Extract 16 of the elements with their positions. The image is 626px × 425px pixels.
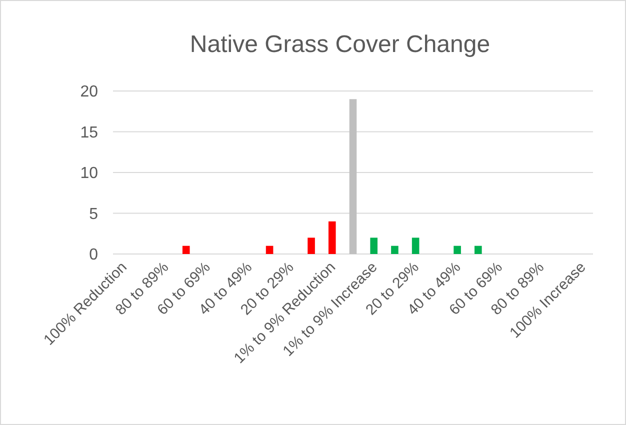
y-tick-label: 5 [89, 206, 98, 223]
y-tick-label: 10 [80, 165, 98, 182]
bar [474, 246, 482, 254]
y-tick-label: 0 [89, 246, 98, 264]
bar [370, 238, 378, 254]
bar [349, 99, 357, 254]
bar [391, 246, 398, 254]
bar [412, 238, 420, 254]
bar [454, 246, 461, 254]
y-tick-label: 15 [80, 124, 98, 142]
bar [182, 246, 190, 254]
bar [328, 221, 336, 254]
chart-title: Native Grass Cover Change [190, 31, 490, 58]
bar [308, 238, 315, 254]
y-tick-label: 20 [80, 84, 98, 101]
bar [266, 246, 274, 254]
